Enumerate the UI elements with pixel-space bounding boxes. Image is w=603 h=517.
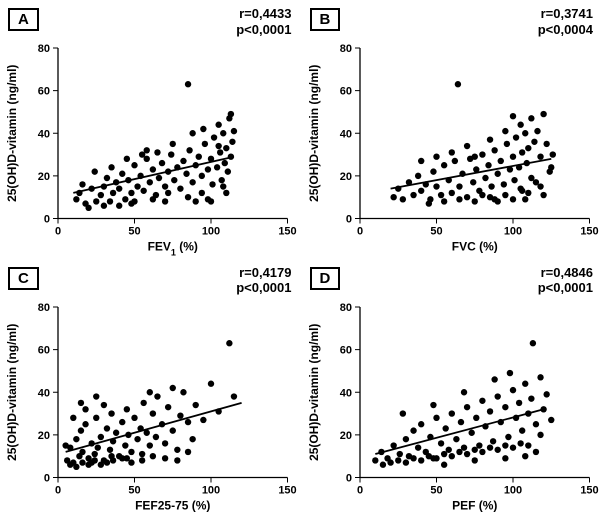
svg-text:0: 0 — [55, 226, 61, 238]
x-axis-title: FEV1 (%) — [148, 240, 198, 258]
x-axis-title: FVC (%) — [451, 240, 497, 254]
panel-grid: Ar=0,4433p<0,0001050100150020406080FEV1 … — [0, 0, 603, 517]
svg-text:80: 80 — [38, 302, 50, 314]
svg-text:50: 50 — [430, 226, 442, 238]
scatter-plot: 0 50 100 150 0 20 40 60 80 FEV1 (%) 25(OH)D-vitami… — [0, 0, 302, 259]
svg-text:150: 150 — [278, 484, 296, 496]
svg-text:0: 0 — [356, 226, 362, 238]
svg-text:40: 40 — [339, 128, 351, 140]
svg-text:0: 0 — [44, 472, 50, 484]
svg-text:50: 50 — [128, 484, 140, 496]
svg-text:150: 150 — [278, 226, 296, 238]
svg-text:40: 40 — [38, 387, 50, 399]
svg-text:60: 60 — [38, 86, 50, 98]
y-axis-title: 25(OH)D-vitamin (ng/ml) — [5, 65, 19, 202]
svg-text:0: 0 — [44, 214, 50, 226]
svg-text:0: 0 — [356, 484, 362, 496]
regression-line — [66, 402, 242, 451]
svg-text:100: 100 — [503, 226, 521, 238]
x-axis-title: PEF (%) — [452, 498, 497, 512]
y-axis-title: 25(OH)D-vitamin (ng/ml) — [307, 323, 321, 460]
svg-text:80: 80 — [339, 43, 351, 55]
svg-text:50: 50 — [430, 484, 442, 496]
svg-text:100: 100 — [503, 484, 521, 496]
regression-line — [375, 409, 543, 454]
svg-text:60: 60 — [339, 344, 351, 356]
panel-a: Ar=0,4433p<0,0001050100150020406080FEV1 … — [0, 0, 302, 259]
panel-c: Cr=0,4179p<0,0001050100150020406080FEF25… — [0, 259, 302, 517]
regression-line — [73, 157, 234, 193]
svg-text:40: 40 — [339, 387, 351, 399]
svg-text:50: 50 — [128, 226, 140, 238]
svg-text:80: 80 — [38, 43, 50, 55]
svg-text:150: 150 — [580, 226, 598, 238]
scatter-plot: 0 50 100 150 0 20 40 60 80 FEF25-75 (%) 25(OH)D-vi… — [0, 259, 302, 517]
svg-text:60: 60 — [38, 344, 50, 356]
scatter-plot: 0 50 100 150 0 20 40 60 80 PEF (%) 25(OH)D-vitamin… — [302, 259, 603, 517]
svg-text:0: 0 — [345, 214, 351, 226]
y-axis-title: 25(OH)D-vitamin (ng/ml) — [307, 65, 321, 202]
svg-text:40: 40 — [38, 128, 50, 140]
scatter-plot: 0 50 100 150 0 20 40 60 80 FVC (%) 25(OH)D-vitamin… — [302, 0, 603, 259]
svg-text:100: 100 — [202, 226, 220, 238]
panel-d: Dr=0,4846p<0,0001050100150020406080PEF (… — [302, 259, 603, 517]
svg-text:100: 100 — [202, 484, 220, 496]
x-axis-title: FEF25-75 (%) — [135, 498, 210, 512]
y-axis-title: 25(OH)D-vitamin (ng/ml) — [5, 323, 19, 460]
panel-b: Br=0,3741p<0,0004050100150020406080FVC (… — [302, 0, 603, 259]
svg-text:60: 60 — [339, 86, 351, 98]
svg-text:0: 0 — [345, 472, 351, 484]
svg-text:150: 150 — [580, 484, 598, 496]
svg-text:80: 80 — [339, 302, 351, 314]
svg-text:0: 0 — [55, 484, 61, 496]
svg-text:20: 20 — [38, 171, 50, 183]
svg-text:20: 20 — [339, 171, 351, 183]
svg-text:20: 20 — [339, 429, 351, 441]
svg-text:20: 20 — [38, 429, 50, 441]
